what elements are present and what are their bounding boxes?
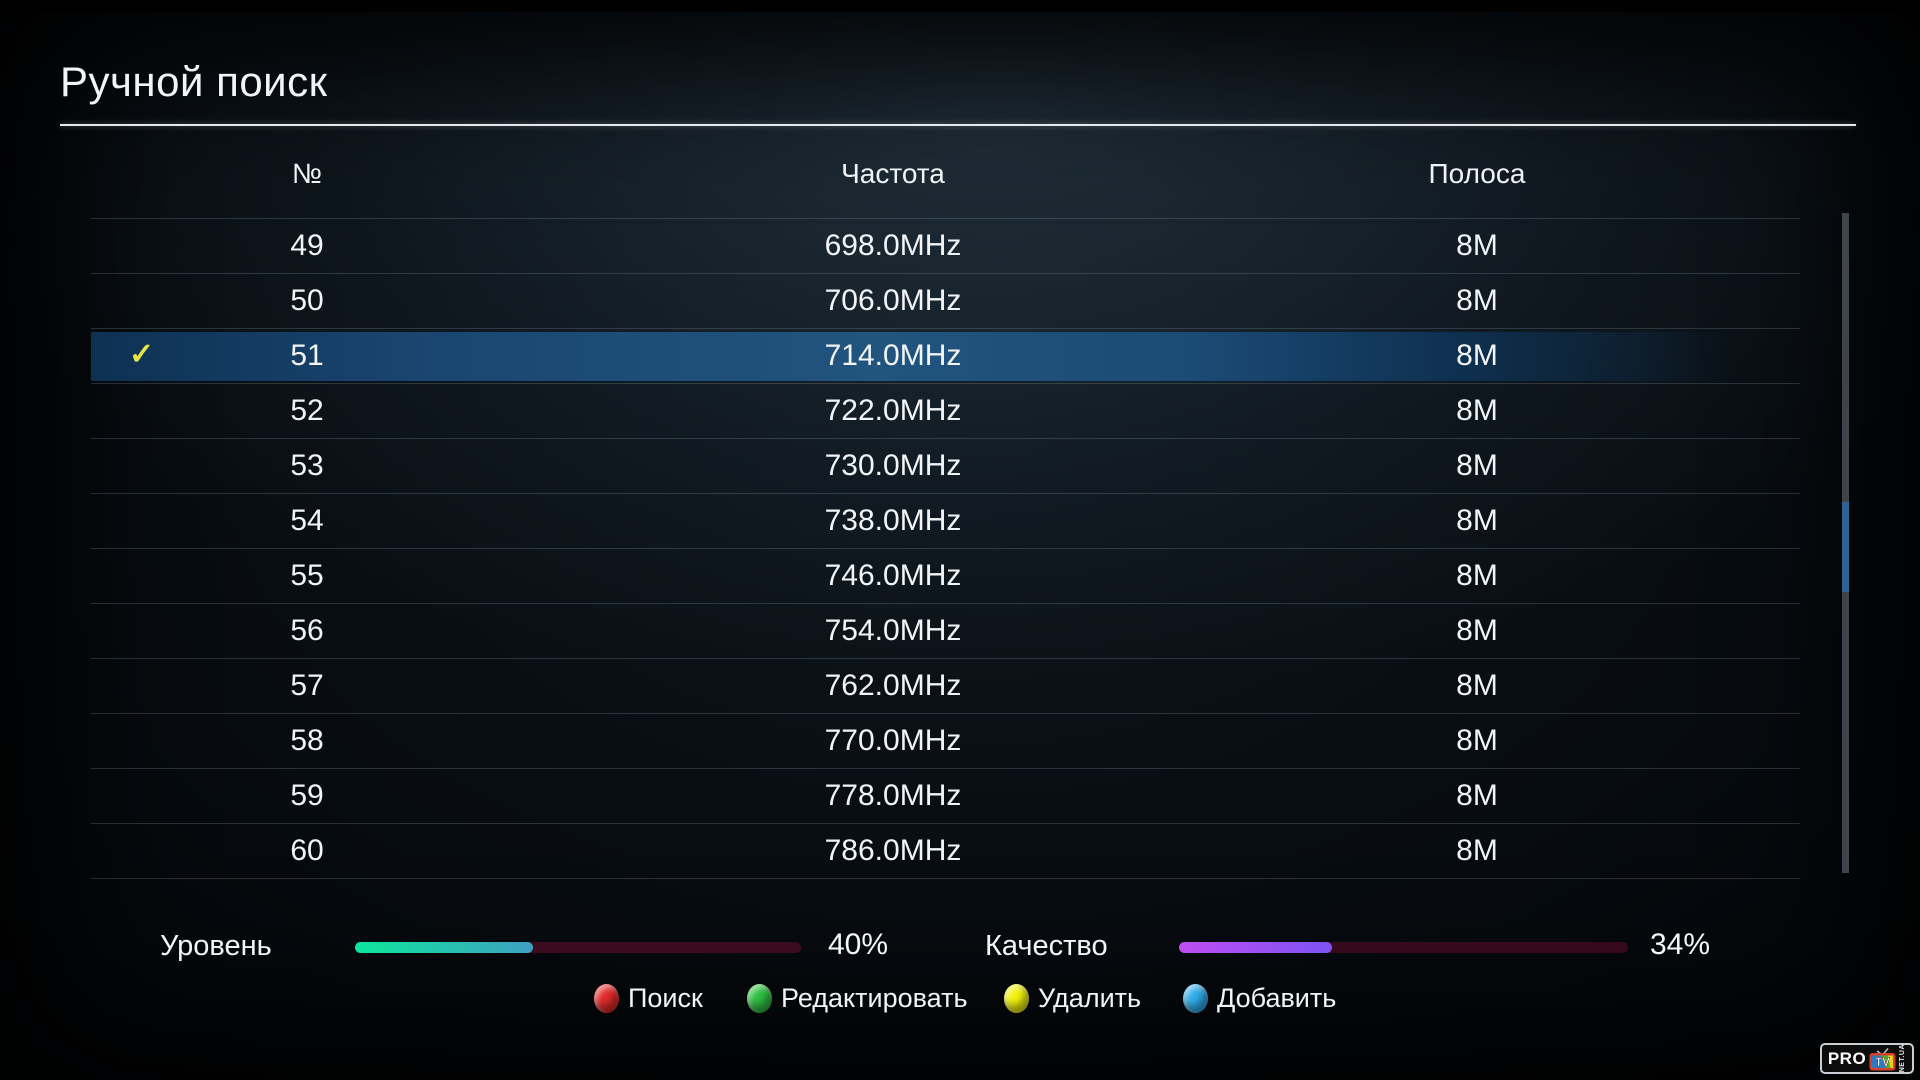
selected-row-highlight bbox=[91, 332, 1800, 381]
cell-num: 57 bbox=[290, 669, 324, 702]
legend-delete-label: Удалить bbox=[1038, 983, 1142, 1013]
cell-band: 8M bbox=[1456, 394, 1498, 427]
table-row[interactable]: 54 738.0MHz 8M bbox=[91, 494, 1800, 549]
legend-search-label: Поиск bbox=[628, 983, 703, 1013]
legend-delete-button[interactable]: Удалить bbox=[1004, 983, 1141, 1013]
cell-freq: 754.0MHz bbox=[824, 614, 962, 647]
level-label: Уровень bbox=[160, 930, 272, 962]
quality-meter-fill bbox=[1179, 942, 1332, 953]
cell-freq: 770.0MHz bbox=[824, 724, 962, 757]
cell-freq: 778.0MHz bbox=[824, 779, 962, 812]
cell-num: 55 bbox=[290, 559, 324, 592]
level-value: 40% bbox=[828, 928, 889, 961]
table-row[interactable]: 56 754.0MHz 8M bbox=[91, 604, 1800, 659]
level-meter bbox=[355, 942, 801, 953]
table-row[interactable]: 49 698.0MHz 8M bbox=[91, 218, 1800, 274]
cell-band: 8M bbox=[1456, 284, 1498, 317]
legend-edit-button[interactable]: Редактировать bbox=[747, 983, 968, 1013]
cell-freq: 730.0MHz bbox=[824, 449, 962, 482]
cell-freq: 698.0MHz bbox=[824, 229, 962, 262]
cell-num: 53 bbox=[290, 449, 324, 482]
legend-add-label: Добавить bbox=[1217, 983, 1337, 1013]
cell-num: 49 bbox=[290, 229, 324, 262]
logo-pro-text: PRO bbox=[1827, 1048, 1867, 1068]
logo-tv-text: TV bbox=[1875, 1057, 1890, 1069]
legend-search-button[interactable]: Поиск bbox=[594, 983, 703, 1013]
cell-num: 59 bbox=[290, 779, 324, 812]
brand-logo: PRO TV NET.UA bbox=[1820, 1043, 1914, 1074]
cell-num: 51 bbox=[290, 339, 324, 372]
cell-num: 50 bbox=[290, 284, 324, 317]
cell-freq: 722.0MHz bbox=[824, 394, 962, 427]
table-row[interactable]: 59 778.0MHz 8M bbox=[91, 769, 1800, 824]
cell-band: 8M bbox=[1456, 229, 1498, 262]
cell-band: 8M bbox=[1456, 339, 1498, 372]
level-meter-fill bbox=[355, 942, 534, 953]
red-button-icon bbox=[594, 983, 619, 1013]
tv-icon: TV bbox=[1869, 1047, 1896, 1070]
table-row[interactable]: 51 714.0MHz 8M bbox=[91, 329, 1800, 384]
page-title: Ручной поиск bbox=[60, 58, 328, 105]
table-row[interactable]: 58 770.0MHz 8M bbox=[91, 714, 1800, 769]
quality-meter bbox=[1179, 942, 1628, 953]
table-row[interactable]: 50 706.0MHz 8M bbox=[91, 274, 1800, 329]
top-black-strip bbox=[0, 0, 1920, 12]
channel-table: 49 698.0MHz 8M 50 706.0MHz 8M 51 714.0MHz 8M 52 72… bbox=[91, 218, 1800, 879]
table-row[interactable]: 52 722.0MHz 8M bbox=[91, 384, 1800, 439]
cell-num: 54 bbox=[290, 504, 324, 537]
cell-band: 8M bbox=[1456, 834, 1498, 867]
scrollbar-thumb[interactable] bbox=[1842, 502, 1849, 592]
yellow-button-icon bbox=[1004, 983, 1029, 1013]
cell-band: 8M bbox=[1456, 614, 1498, 647]
scrollbar-track[interactable] bbox=[1842, 213, 1849, 873]
column-header-num: № bbox=[291, 158, 323, 189]
table-row[interactable]: 60 786.0MHz 8M bbox=[91, 824, 1800, 879]
legend-add-button[interactable]: Добавить bbox=[1183, 983, 1336, 1013]
column-header-band: Полоса bbox=[1428, 158, 1526, 189]
cell-band: 8M bbox=[1456, 559, 1498, 592]
cell-freq: 786.0MHz bbox=[824, 834, 962, 867]
table-row[interactable]: 57 762.0MHz 8M bbox=[91, 659, 1800, 714]
logo-netua-text: NET.UA bbox=[1899, 1044, 1907, 1073]
cell-freq: 738.0MHz bbox=[824, 504, 962, 537]
table-header: № Частота Полоса bbox=[91, 158, 1800, 190]
cell-num: 60 bbox=[290, 834, 324, 867]
green-button-icon bbox=[747, 983, 772, 1013]
quality-label: Качество bbox=[985, 930, 1108, 962]
cell-num: 56 bbox=[290, 614, 324, 647]
cell-band: 8M bbox=[1456, 669, 1498, 702]
table-row[interactable]: 53 730.0MHz 8M bbox=[91, 439, 1800, 494]
cell-freq: 762.0MHz bbox=[824, 669, 962, 702]
legend-edit-label: Редактировать bbox=[781, 983, 968, 1013]
cell-freq: 746.0MHz bbox=[824, 559, 962, 592]
cell-band: 8M bbox=[1456, 724, 1498, 757]
title-divider bbox=[60, 124, 1856, 126]
cell-num: 52 bbox=[290, 394, 324, 427]
table-row[interactable]: 55 746.0MHz 8M bbox=[91, 549, 1800, 604]
cell-band: 8M bbox=[1456, 449, 1498, 482]
cell-freq: 706.0MHz bbox=[824, 284, 962, 317]
column-header-freq: Частота bbox=[841, 158, 945, 189]
cell-band: 8M bbox=[1456, 504, 1498, 537]
quality-value: 34% bbox=[1650, 928, 1711, 961]
blue-button-icon bbox=[1183, 983, 1208, 1013]
selected-check-icon bbox=[129, 340, 154, 370]
cell-freq: 714.0MHz bbox=[824, 339, 962, 372]
cell-num: 58 bbox=[290, 724, 324, 757]
cell-band: 8M bbox=[1456, 779, 1498, 812]
